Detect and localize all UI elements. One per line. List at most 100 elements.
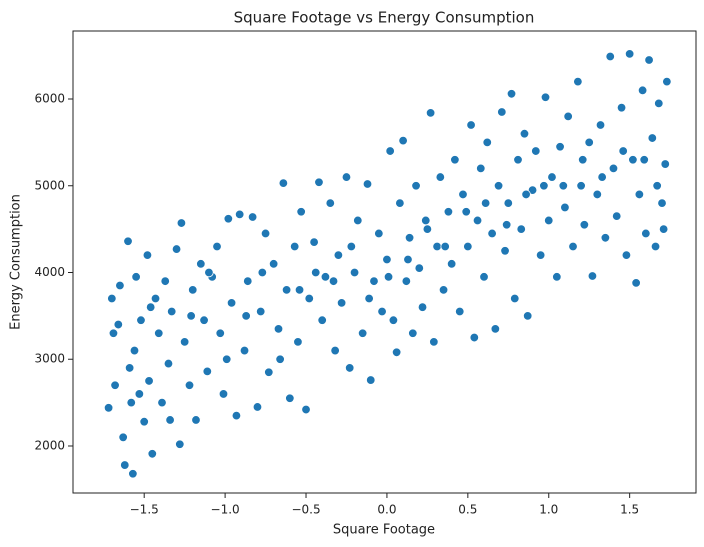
point [612,211,622,221]
point [539,181,549,191]
point [118,432,128,443]
point [226,298,237,308]
point [103,403,114,413]
point [294,285,305,295]
point [285,393,295,403]
point [154,328,164,338]
point [336,298,347,308]
y-axis-title: Energy Consumption [9,194,24,330]
point [503,198,513,208]
point [535,250,546,260]
point [493,181,504,191]
point [652,181,662,191]
point [657,198,667,208]
point [587,271,598,281]
point [257,267,268,278]
point [555,142,565,152]
point [366,375,376,385]
point [497,107,507,117]
point [311,267,321,278]
point [364,293,374,304]
point [404,233,415,243]
point [256,306,266,317]
point [458,189,468,200]
point [654,98,664,109]
point [579,220,590,230]
point [275,354,285,364]
x-tick-label: 0.0 [377,503,396,517]
y-tick-label: 3000 [34,352,65,366]
point [301,404,311,415]
point [222,354,232,364]
point [552,272,562,282]
point [560,202,570,213]
y-tick-label: 6000 [34,92,65,106]
point [144,376,154,386]
point [131,272,141,282]
point [487,228,497,239]
point [304,293,314,304]
point [231,410,242,421]
point [624,49,635,59]
point [519,129,530,139]
point [186,311,196,321]
point [179,337,190,347]
point [501,220,512,230]
point [165,415,175,425]
point [443,207,454,217]
point [408,328,418,338]
x-tick-label: −0.5 [291,503,320,517]
point [171,244,182,254]
point [450,155,460,165]
point [403,254,413,265]
point [618,146,628,156]
point [658,224,669,234]
point [621,250,632,260]
point [330,345,340,356]
point [425,108,436,118]
point [631,278,641,288]
point [446,259,457,269]
point [641,228,651,239]
x-axis-title: Square Footage [333,523,435,538]
point [215,328,225,338]
point [639,155,649,165]
point [383,272,394,282]
point [435,172,446,182]
point [382,254,392,265]
point [113,319,124,330]
point [175,439,185,449]
x-tick-label: 1.0 [539,503,558,517]
point [139,416,149,427]
point [289,241,300,252]
point [204,267,214,278]
point [605,51,615,62]
point [293,337,303,347]
point [600,233,611,243]
point [129,345,140,356]
point [391,347,402,358]
point [595,120,606,130]
point [482,137,492,148]
point [414,263,424,273]
point [628,155,638,165]
point [145,302,156,312]
point [432,241,442,252]
point [110,380,120,390]
point [558,181,569,191]
point [422,224,433,234]
point [202,366,213,377]
point [395,198,405,208]
point [163,358,174,369]
y-tick-label: 2000 [34,438,65,452]
point [278,178,289,188]
point [479,272,489,282]
plot-frame [72,30,697,494]
point [126,397,136,408]
point [377,306,387,317]
point [353,215,363,226]
point [540,92,551,102]
point [167,306,177,317]
point [461,207,471,217]
